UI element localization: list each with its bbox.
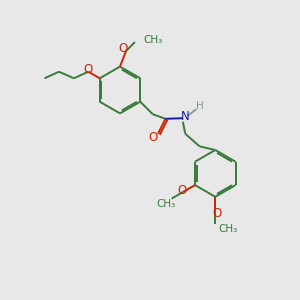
Text: O: O [118,41,127,55]
Text: O: O [149,131,158,144]
Text: O: O [212,207,221,220]
Text: O: O [83,63,92,76]
Text: CH₃: CH₃ [157,199,176,209]
Text: CH₃: CH₃ [143,34,163,45]
Text: H: H [196,101,204,111]
Text: N: N [181,110,190,123]
Text: O: O [177,184,186,197]
Text: CH₃: CH₃ [219,224,238,234]
